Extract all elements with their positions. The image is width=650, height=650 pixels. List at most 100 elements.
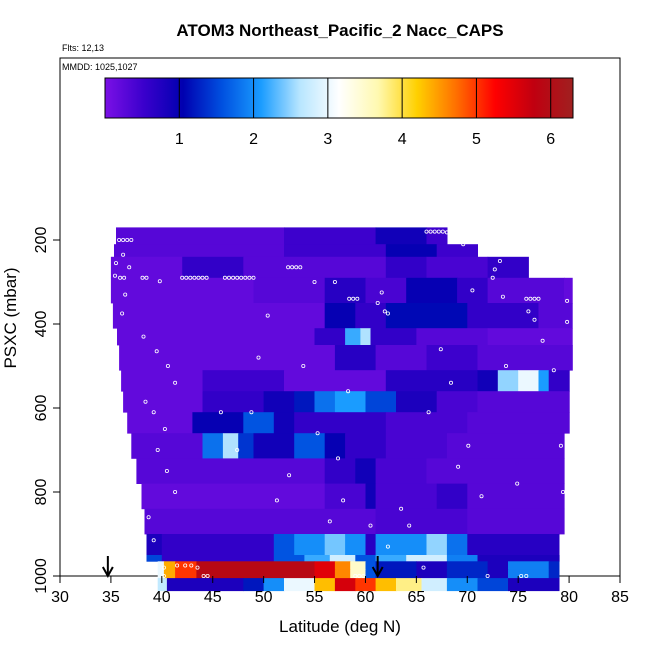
y-tick-label: 600 [33, 395, 50, 422]
track-point [118, 275, 123, 280]
heatmap-cell [446, 433, 565, 459]
heatmap-cell [202, 370, 285, 392]
heatmap-cell [508, 569, 550, 579]
heatmap-cell [192, 412, 244, 434]
heatmap-cell [355, 555, 377, 562]
heatmap-cell [222, 433, 239, 459]
heatmap-cell [426, 345, 478, 371]
track-point [114, 261, 119, 266]
heatmap-cell [375, 578, 397, 592]
track-point [235, 447, 240, 452]
x-tick-label: 45 [204, 589, 222, 606]
track-point [151, 538, 156, 543]
heatmap-cell [477, 578, 509, 592]
track-point [492, 267, 497, 272]
track-point [146, 515, 151, 520]
heatmap-cell [487, 256, 529, 279]
heatmap-cell [477, 555, 560, 562]
heatmap-cell [110, 256, 183, 279]
track-point [121, 252, 126, 257]
track-point [385, 544, 390, 549]
heatmap-cell [396, 578, 423, 592]
track-point [375, 300, 380, 305]
track-point [368, 523, 373, 528]
heatmap-cell [375, 555, 407, 562]
track-point [347, 296, 352, 301]
heatmap-cell [324, 277, 366, 304]
track-point [298, 265, 303, 270]
heatmap-cell [375, 345, 428, 371]
track-point [175, 563, 180, 568]
colorbar-tick-label: 4 [398, 131, 407, 148]
y-axis: 200 400 600 800 1000 [33, 227, 60, 594]
heatmap-cell [548, 561, 560, 571]
track-point [456, 464, 461, 469]
track-point [184, 275, 189, 280]
heatmap-cell [196, 569, 316, 579]
track-point [315, 431, 320, 436]
track-point [524, 574, 529, 579]
heatmap-cell [416, 328, 489, 346]
heatmap-cell [467, 508, 565, 535]
track-point [196, 275, 201, 280]
heatmap-cell [345, 534, 367, 556]
profile-markers [101, 556, 384, 579]
track-point [426, 410, 431, 415]
track-point [453, 232, 458, 237]
track-point [127, 265, 132, 270]
track-point [357, 574, 362, 579]
date-note: MMDD: 1025,1027 [62, 62, 138, 72]
heatmap-cell [324, 433, 346, 459]
track-point [173, 489, 178, 494]
heatmap-cell [355, 303, 387, 329]
heatmap-cell [518, 370, 540, 392]
heatmap-cell [538, 370, 550, 392]
heatmap-cell [345, 328, 361, 346]
colorbar-tick-label: 2 [249, 131, 258, 148]
track-point [399, 506, 404, 511]
heatmap-cell [334, 391, 366, 413]
profile-arrow [101, 556, 114, 579]
track-point [461, 242, 466, 247]
heatmap-cell [238, 433, 255, 459]
heatmap-cell [161, 534, 275, 556]
heatmap-cell [243, 578, 265, 592]
heatmap-cell [375, 534, 428, 556]
heatmap-cell [508, 561, 550, 571]
track-point [129, 237, 134, 242]
heatmap-cell [477, 391, 570, 413]
heatmap-cell [314, 569, 336, 579]
track-point [440, 229, 445, 234]
track-point [438, 347, 443, 352]
track-point [205, 574, 210, 579]
track-point [341, 498, 346, 503]
track-point [165, 363, 170, 368]
heatmap-cell [314, 561, 336, 571]
heatmap-cell [161, 555, 275, 562]
heatmap-cell [131, 433, 204, 459]
track-point [515, 481, 520, 486]
heatmap-cell [365, 277, 407, 304]
track-point [154, 349, 159, 354]
heatmap-cell [416, 569, 448, 579]
track-point [424, 229, 429, 234]
track-point [290, 265, 295, 270]
heatmap-cell [175, 569, 198, 579]
track-point [287, 473, 292, 478]
track-point [448, 231, 453, 236]
track-point [448, 380, 453, 385]
heatmap-cell [294, 433, 326, 459]
heatmap-cell [446, 569, 489, 579]
heatmap-cell [284, 578, 316, 592]
track-point [353, 574, 358, 579]
track-point [565, 319, 570, 324]
track-point [351, 296, 356, 301]
heatmap-cell [243, 256, 387, 279]
heatmap-cell [294, 391, 316, 413]
heatmap-cell [487, 569, 509, 579]
heatmap-cell [304, 555, 331, 562]
heatmap-cell [123, 391, 204, 413]
heatmap-cell [284, 244, 387, 258]
track-point [122, 275, 127, 280]
